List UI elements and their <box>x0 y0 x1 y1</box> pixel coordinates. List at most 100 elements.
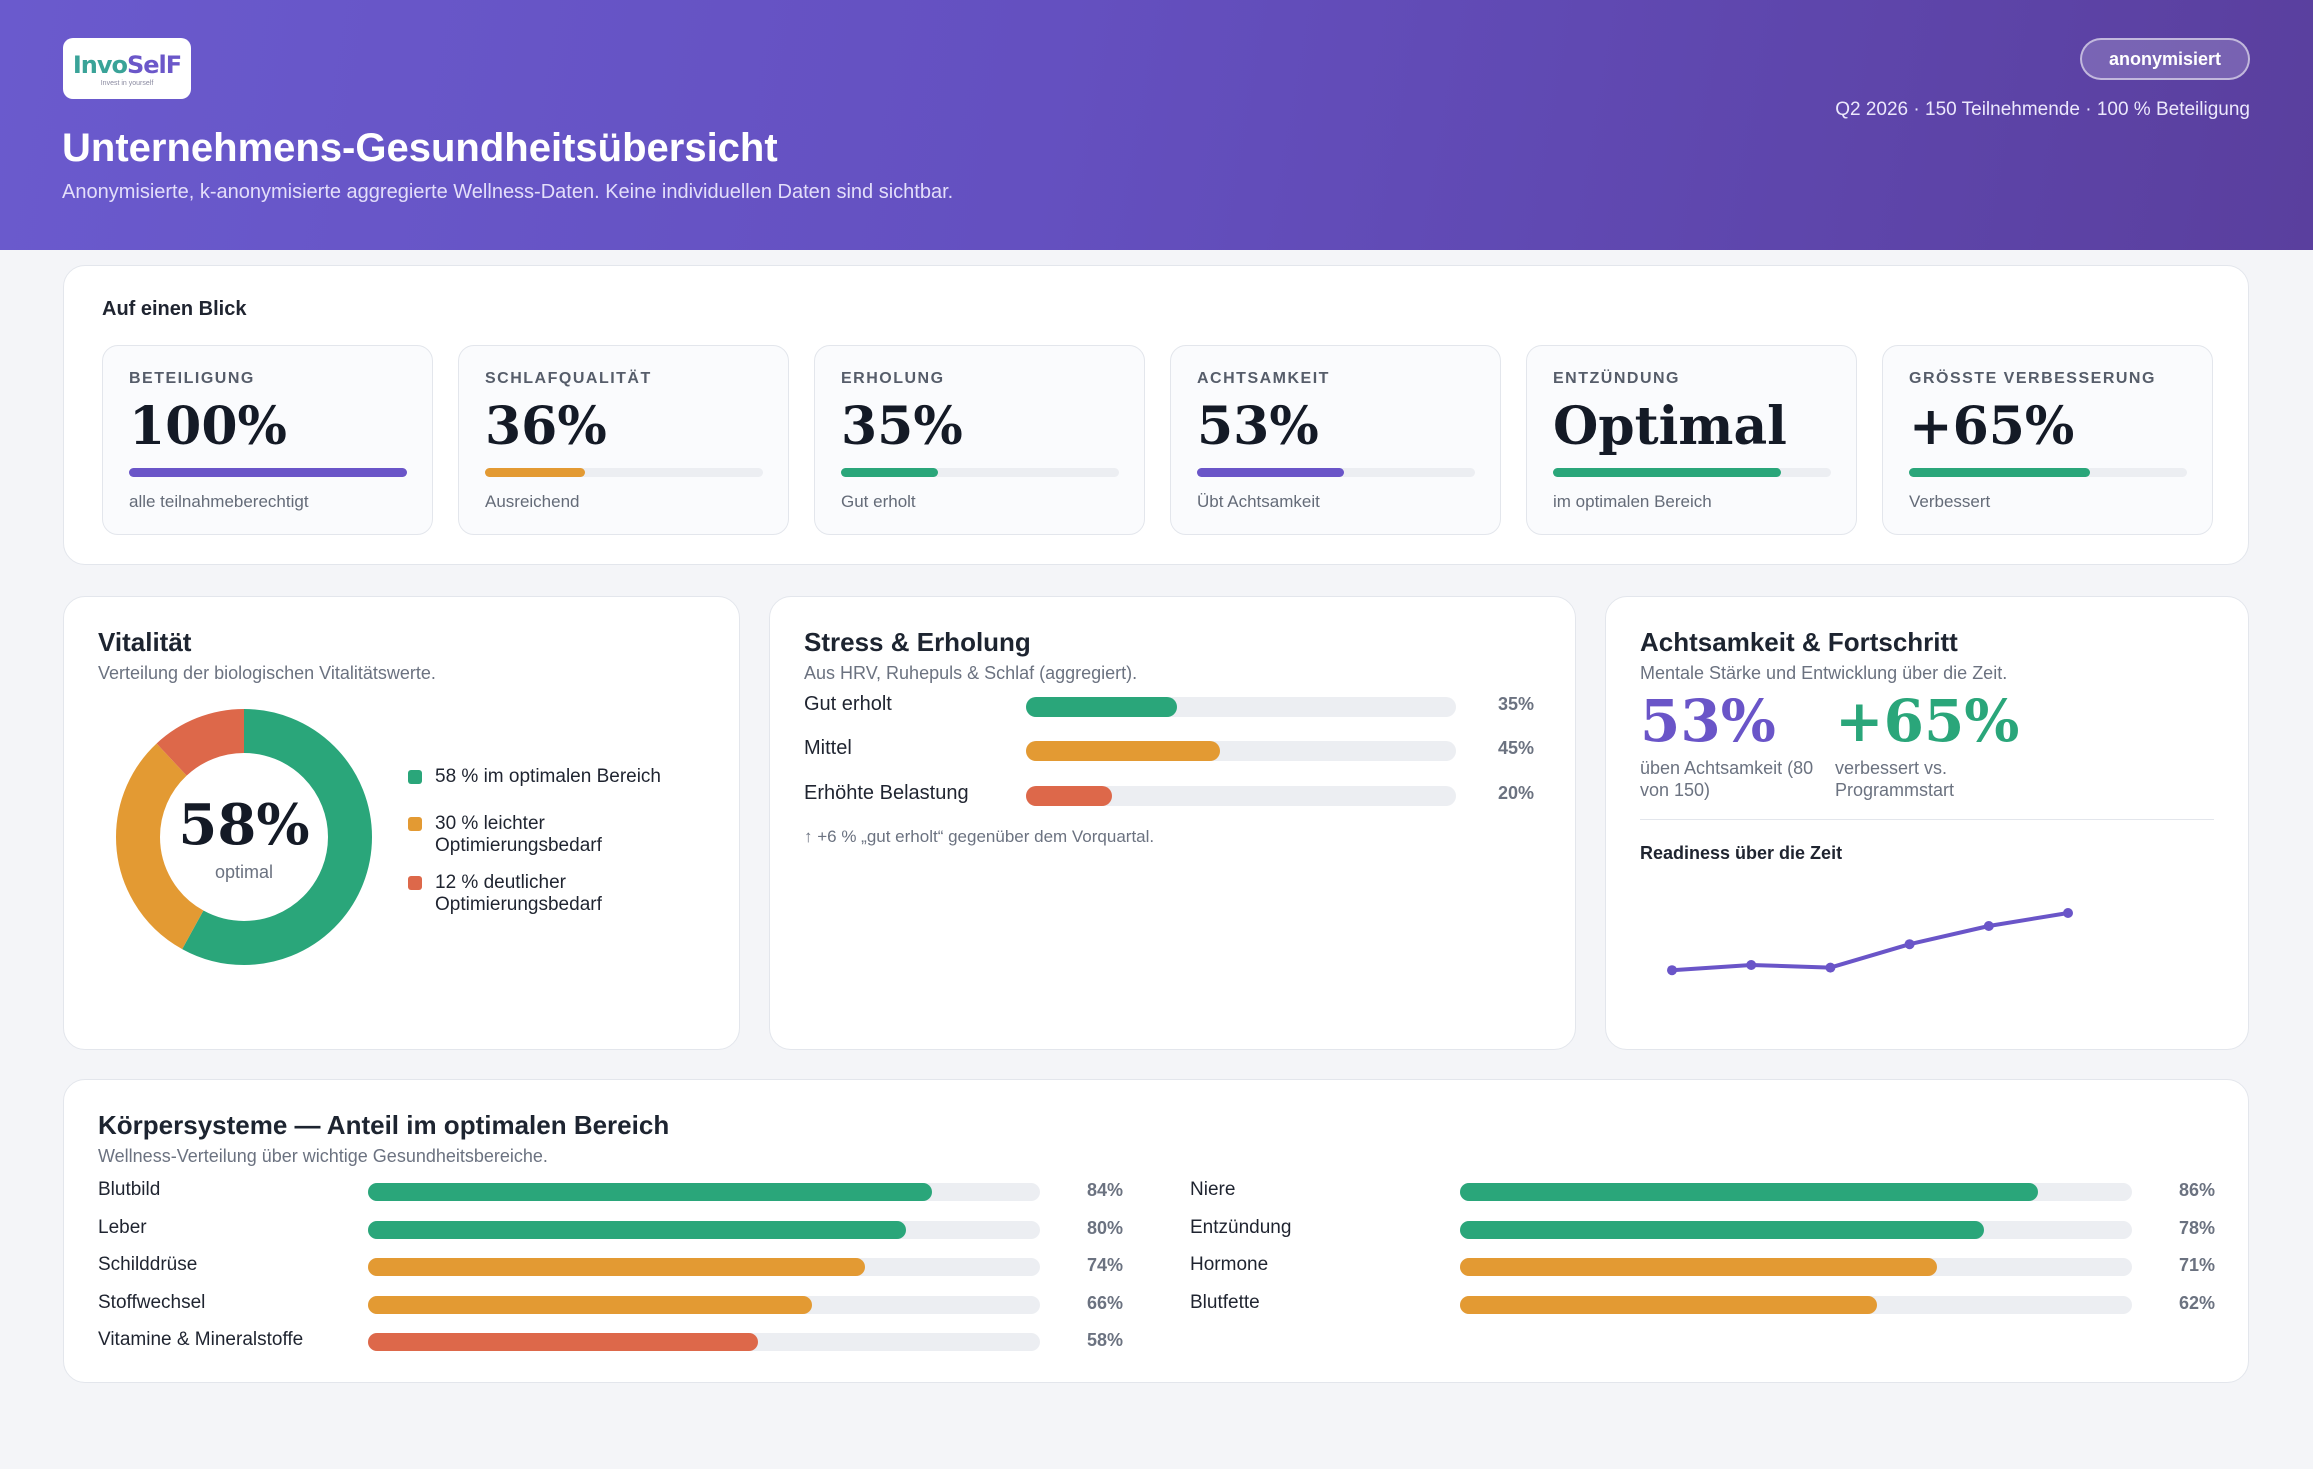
page-subtitle: Anonymisierte, k-anonymisierte aggregier… <box>62 181 954 203</box>
stress-row-high: Erhöhte Belastung 20% <box>804 780 1534 810</box>
glance-card: Auf einen Blick BETEILIGUNG 100% alle te… <box>63 265 2249 565</box>
vitality-title: Vitalität <box>98 627 192 657</box>
stress-subtitle: Aus HRV, Ruhepuls & Schlaf (aggregiert). <box>804 663 1138 683</box>
stress-row-recovered: Gut erholt 35% <box>804 691 1534 721</box>
kpi-progress-track <box>841 468 1119 477</box>
system-row-fill <box>1460 1295 1877 1314</box>
kpi-value: 35% <box>841 396 963 457</box>
kpi-note: Verbessert <box>1909 492 1991 511</box>
legend-item-optimal: 58 % im optimalen Bereich <box>408 766 698 788</box>
kpi-label: BETEILIGUNG <box>129 370 255 387</box>
system-row-fill <box>1460 1183 2038 1201</box>
stress-row-label: Erhöhte Belastung <box>804 782 969 804</box>
kpi-note: alle teilnahmeberechtigt <box>129 492 309 511</box>
system-row: Blutbild 84% <box>98 1176 1123 1206</box>
readiness-series-line <box>1671 911 2069 973</box>
legend-item-significant: 12 % deutlicher Optimierungsbedarf <box>408 872 698 916</box>
system-row-percent: 62% <box>2178 1292 2215 1313</box>
readiness-point <box>1904 939 1915 950</box>
legend-swatch <box>408 817 422 831</box>
donut-center: 58% optimal <box>104 697 384 977</box>
system-row-label: Hormone <box>1190 1254 1269 1275</box>
divider <box>1640 819 2214 820</box>
stress-row-track <box>1026 786 1456 806</box>
stress-row-medium: Mittel 45% <box>804 735 1534 765</box>
system-row-track <box>1460 1183 2132 1201</box>
kpi-value: 100% <box>129 396 287 457</box>
system-row-label: Niere <box>1190 1179 1236 1200</box>
kpi-card-sleep: SCHLAFQUALITÄT 36% Ausreichend <box>458 345 789 535</box>
mindfulness-stat-value: 53% <box>1640 687 1776 755</box>
system-row: Leber 80% <box>98 1214 1123 1244</box>
mindfulness-stat-caption: üben Achtsamkeit (80 von 150) <box>1640 758 1814 800</box>
body-systems-title: Körpersysteme — Anteil im optimalen Bere… <box>98 1110 670 1140</box>
system-row: Niere 86% <box>1190 1176 2215 1206</box>
system-row-percent: 84% <box>1086 1180 1123 1200</box>
kpi-card-mindfulness: ACHTSAMKEIT 53% Übt Achtsamkeit <box>1170 345 1501 535</box>
stress-row-label: Gut erholt <box>804 693 892 715</box>
stress-row-track <box>1026 697 1456 717</box>
system-row: Stoffwechsel 66% <box>98 1289 1123 1319</box>
stress-row-track <box>1026 741 1456 761</box>
stress-trend-note: ↑ +6 % „gut erholt“ gegenüber dem Vorqua… <box>804 827 1155 846</box>
system-row-fill <box>368 1333 758 1351</box>
kpi-note: Übt Achtsamkeit <box>1197 492 1320 511</box>
system-row-fill <box>1460 1220 1985 1239</box>
kpi-progress-track <box>1197 468 1475 477</box>
system-row-percent: 78% <box>2178 1217 2215 1238</box>
system-row-fill <box>368 1295 812 1314</box>
readiness-point <box>1825 962 1836 973</box>
kpi-progress-fill <box>841 468 939 477</box>
system-row-percent: 71% <box>2178 1255 2215 1275</box>
legend-label: 30 % leichter Optimierungsbedarf <box>435 813 602 856</box>
kpi-progress-fill <box>129 468 407 477</box>
kpi-progress-track <box>485 468 763 477</box>
system-row-track <box>368 1295 1040 1314</box>
improvement-stat-value: +65% <box>1835 687 2020 755</box>
legend-item-slight: 30 % leichter Optimierungsbedarf <box>408 813 698 857</box>
system-row-track <box>368 1333 1040 1351</box>
readiness-line-chart <box>1667 908 2073 976</box>
vitality-donut-chart: 58% optimal <box>104 697 384 977</box>
legend-swatch <box>408 876 422 890</box>
company-logo[interactable]: InvoSelF Invest in yourself <box>63 38 191 99</box>
system-row-percent: 80% <box>1086 1217 1123 1238</box>
mindfulness-subtitle: Mentale Stärke und Entwicklung über die … <box>1640 663 2008 683</box>
system-row: Blutfette 62% <box>1190 1289 2215 1319</box>
system-row-percent: 74% <box>1086 1255 1123 1275</box>
kpi-note: im optimalen Bereich <box>1553 492 1712 511</box>
system-row-fill <box>368 1183 933 1201</box>
stress-row-percent: 35% <box>1497 694 1534 714</box>
header-banner: InvoSelF Invest in yourself Unternehmens… <box>0 0 2313 250</box>
body-systems-card: Körpersysteme — Anteil im optimalen Bere… <box>63 1079 2249 1383</box>
stress-row-fill <box>1026 786 1112 806</box>
kpi-card-recovery: ERHOLUNG 35% Gut erholt <box>814 345 1145 535</box>
donut-segment-1 <box>116 709 372 965</box>
kpi-card-improvement: GRÖSSTE VERBESSERUNG +65% Verbessert <box>1882 345 2213 535</box>
stress-card: Stress & Erholung Aus HRV, Ruhepuls & Sc… <box>769 596 1576 1050</box>
readiness-chart-title: Readiness über die Zeit <box>1640 843 1843 863</box>
kpi-progress-track <box>129 468 407 477</box>
legend-swatch <box>408 770 422 784</box>
system-row-label: Schilddrüse <box>98 1254 198 1275</box>
system-row-track <box>1460 1295 2132 1314</box>
system-row-label: Vitamine & Mineralstoffe <box>98 1329 304 1350</box>
system-row-label: Leber <box>98 1216 147 1238</box>
period-meta: Q2 2026 · 150 Teilnehmende · 100 % Betei… <box>1835 99 2250 120</box>
system-row-track <box>368 1258 1040 1276</box>
mindfulness-title: Achtsamkeit & Fortschritt <box>1640 627 1958 657</box>
kpi-note: Ausreichend <box>485 492 580 511</box>
donut-center-label: optimal <box>214 861 274 882</box>
system-row-fill <box>1460 1258 1938 1276</box>
system-row-fill <box>368 1220 906 1239</box>
kpi-label: ERHOLUNG <box>841 370 945 387</box>
kpi-card-inflammation: ENTZÜNDUNG Optimal im optimalen Bereich <box>1526 345 1857 535</box>
kpi-progress-fill <box>1909 468 2090 477</box>
system-row-fill <box>368 1258 866 1276</box>
stress-row-percent: 45% <box>1497 738 1534 758</box>
kpi-value: 36% <box>485 396 607 457</box>
kpi-progress-track <box>1909 468 2187 477</box>
stress-row-fill <box>1026 741 1220 761</box>
system-row-percent: 66% <box>1086 1292 1123 1313</box>
anonymized-badge: anonymisiert <box>2080 38 2250 80</box>
